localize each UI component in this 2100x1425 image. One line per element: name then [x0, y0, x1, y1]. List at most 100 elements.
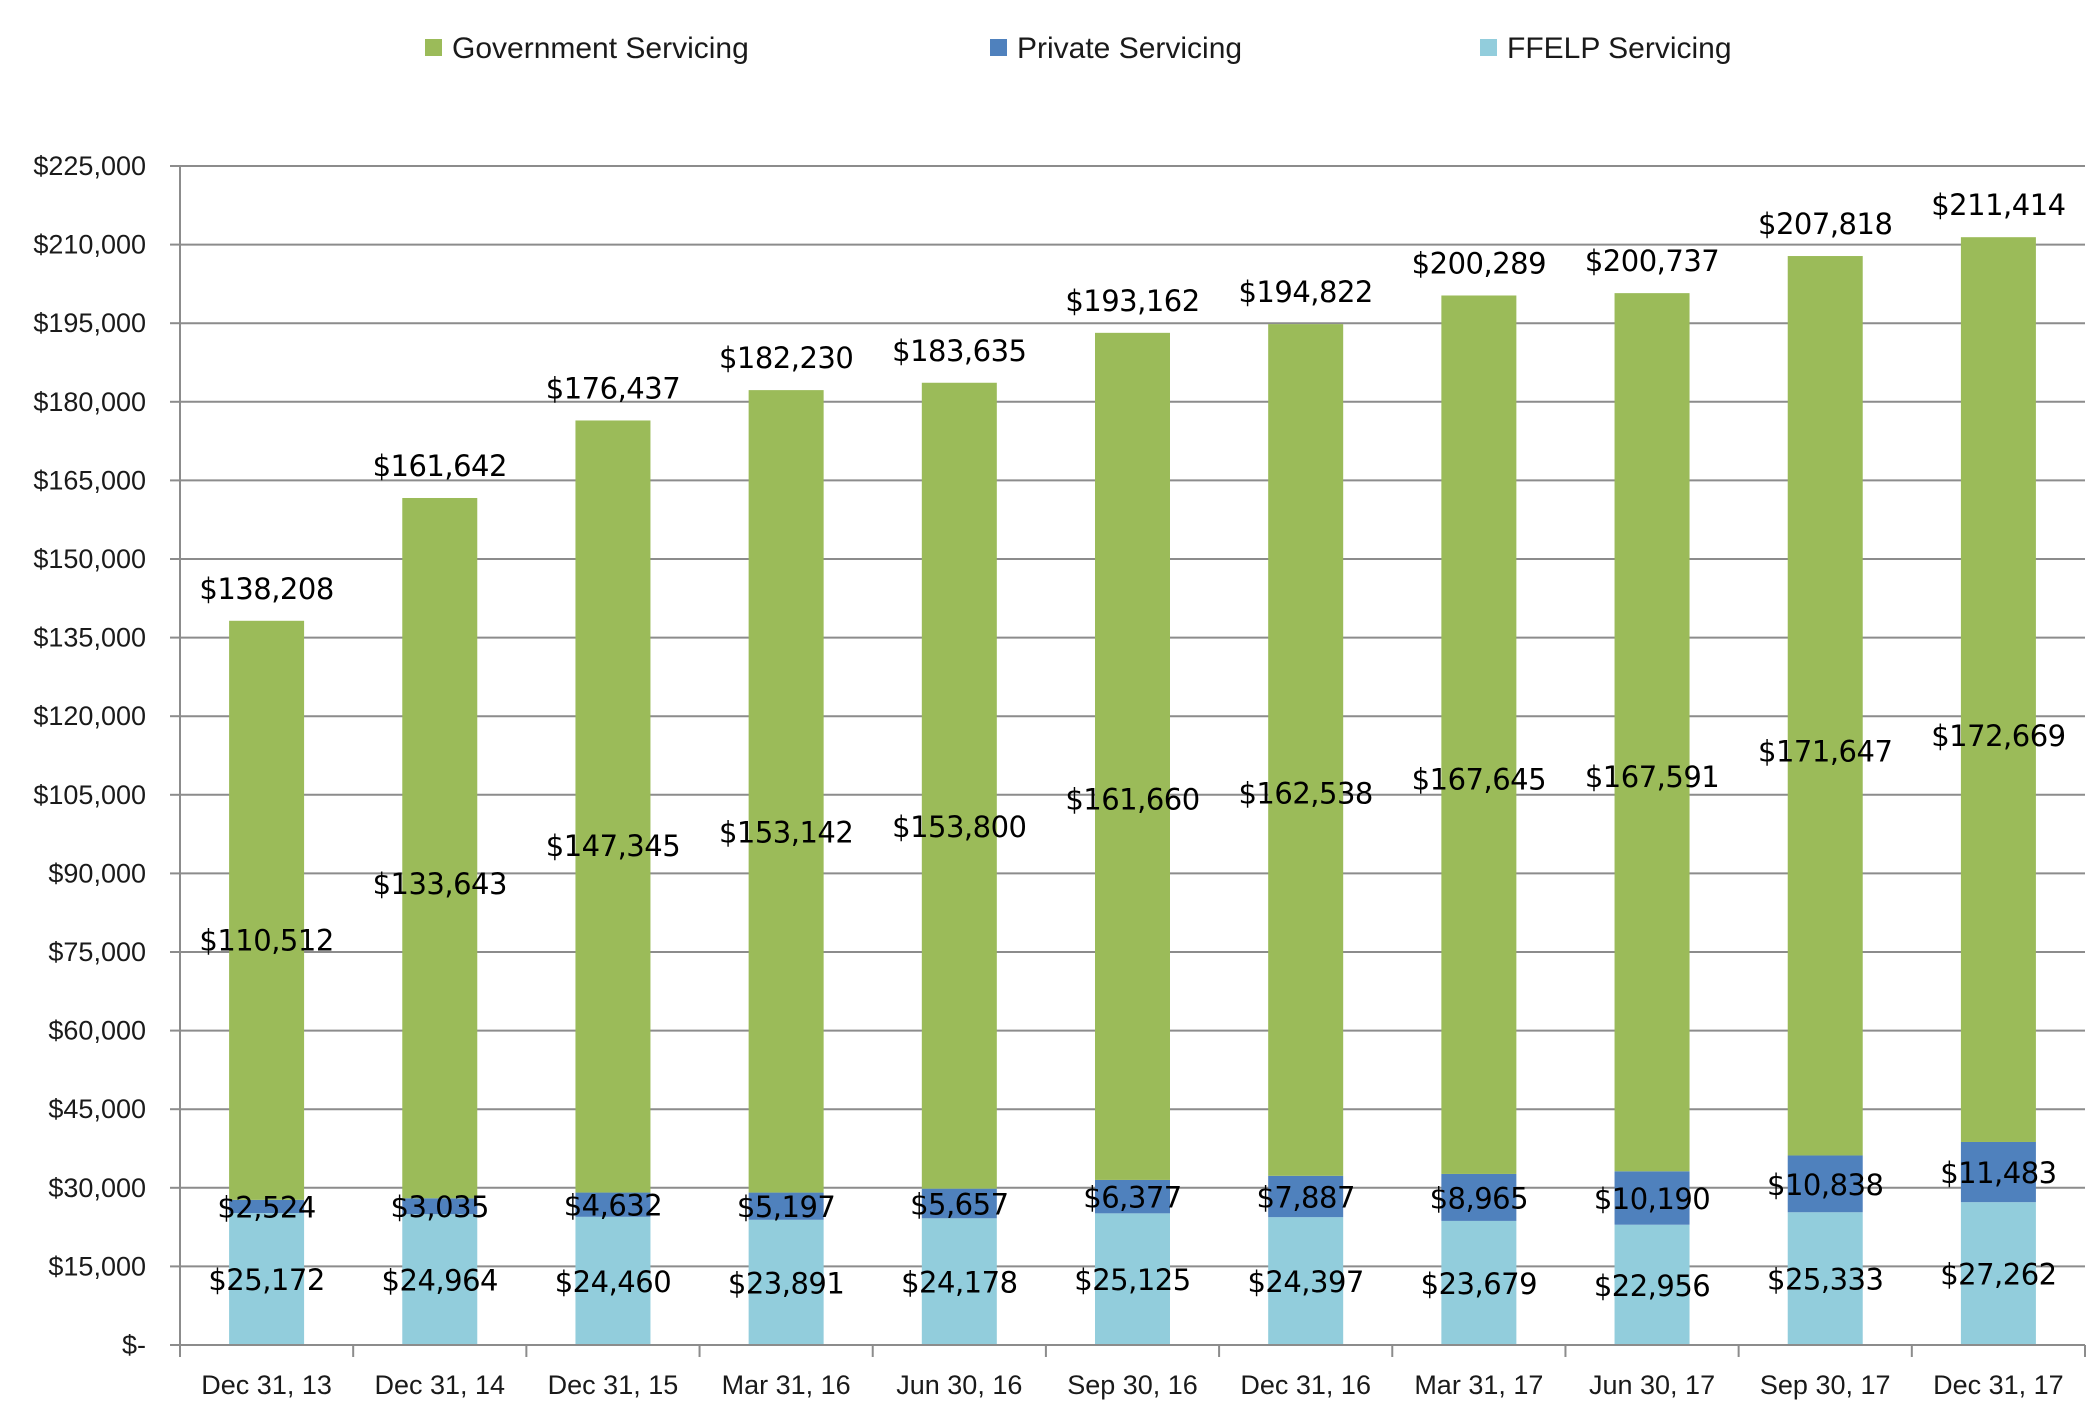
- x-tick-label: Mar 31, 17: [1414, 1370, 1543, 1400]
- private-servicing-label: $6,377: [1083, 1181, 1181, 1215]
- x-tick-label: Jun 30, 16: [896, 1370, 1022, 1400]
- ffelp-servicing-bar: [921, 1218, 997, 1345]
- ffelp-servicing-label: $23,679: [1421, 1267, 1537, 1301]
- bars: [229, 237, 2036, 1345]
- government-servicing-label: $171,647: [1758, 735, 1892, 769]
- y-tick-label: $-: [122, 1330, 146, 1360]
- ffelp-servicing-bar: [1614, 1224, 1690, 1345]
- x-axis: Dec 31, 13 Dec 31, 14 Dec 31, 15 Mar 31, 16…: [179, 166, 2086, 1400]
- total-label: $200,737: [1585, 244, 1719, 278]
- y-tick-label: $135,000: [33, 623, 146, 653]
- ffelp-servicing-label: $24,460: [555, 1265, 671, 1299]
- government-servicing-label: $147,345: [546, 829, 680, 863]
- ffelp-servicing-label: $27,262: [1940, 1258, 2056, 1292]
- ffelp-servicing-bar: [748, 1219, 824, 1345]
- legend-swatch: [425, 39, 442, 56]
- x-tick-label: Mar 31, 16: [722, 1370, 851, 1400]
- private-servicing-bar: [1095, 1179, 1170, 1214]
- ffelp-servicing-label: $24,178: [901, 1266, 1017, 1300]
- ffelp-servicing-bar: [1441, 1220, 1517, 1345]
- private-servicing-bar: [1787, 1155, 1863, 1213]
- government-servicing-bar: [402, 497, 478, 1199]
- ffelp-servicing-bar: [575, 1216, 651, 1345]
- total-label: $207,818: [1758, 207, 1892, 241]
- private-servicing-label: $5,657: [910, 1187, 1008, 1221]
- ffelp-servicing-label: $25,125: [1074, 1263, 1190, 1297]
- data-labels: $25,172 $2,524 $110,512 $138,208 $24,964 $3,0…: [199, 188, 2066, 1303]
- x-tick-label: Dec 31, 16: [1240, 1370, 1371, 1400]
- legend-label: Government Servicing: [452, 32, 749, 65]
- private-servicing-label: $10,190: [1594, 1182, 1710, 1216]
- government-servicing-bar: [1787, 256, 1863, 1156]
- private-servicing-bar: [1614, 1171, 1690, 1225]
- ffelp-servicing-label: $24,397: [1247, 1265, 1363, 1299]
- total-label: $183,635: [892, 334, 1026, 368]
- private-servicing-label: $4,632: [564, 1189, 662, 1223]
- private-servicing-bar: [1441, 1173, 1517, 1221]
- total-label: $182,230: [719, 341, 853, 375]
- x-tick-label: Sep 30, 16: [1067, 1370, 1198, 1400]
- government-servicing-label: $153,142: [719, 815, 853, 849]
- private-servicing-label: $5,197: [737, 1190, 835, 1224]
- y-tick-label: $225,000: [33, 151, 146, 181]
- ffelp-servicing-bar: [402, 1214, 478, 1345]
- y-tick-label: $120,000: [33, 701, 146, 731]
- private-servicing-bar: [229, 1199, 305, 1214]
- ffelp-servicing-bar: [1095, 1213, 1170, 1345]
- private-servicing-label: $3,035: [391, 1190, 489, 1224]
- private-servicing-label: $10,838: [1767, 1168, 1883, 1202]
- x-tick-label: Dec 31, 15: [548, 1370, 679, 1400]
- y-tick-label: $180,000: [33, 387, 146, 417]
- government-servicing-bar: [575, 420, 651, 1193]
- y-tick-label: $45,000: [48, 1094, 146, 1124]
- private-servicing-bar: [575, 1192, 651, 1217]
- government-servicing-label: $172,669: [1931, 719, 2065, 753]
- y-tick-label: $105,000: [33, 780, 146, 810]
- private-servicing-bar: [1960, 1141, 2036, 1203]
- ffelp-servicing-label: $22,956: [1594, 1269, 1710, 1303]
- ffelp-servicing-bar: [229, 1213, 305, 1345]
- government-servicing-label: $153,800: [892, 810, 1026, 844]
- y-tick-label: $150,000: [33, 544, 146, 574]
- x-tick-label: Sep 30, 17: [1760, 1370, 1891, 1400]
- legend-label: Private Servicing: [1017, 32, 1242, 65]
- total-label: $194,822: [1238, 275, 1372, 309]
- government-servicing-bar: [748, 390, 824, 1193]
- legend-label: FFELP Servicing: [1507, 32, 1732, 65]
- total-label: $211,414: [1931, 188, 2065, 222]
- y-tick-label: $195,000: [33, 308, 146, 338]
- private-servicing-bar: [402, 1198, 478, 1215]
- legend: Government Servicing Private Servicing FFE…: [425, 32, 1732, 65]
- government-servicing-label: $133,643: [373, 867, 507, 901]
- x-tick-label: Dec 31, 13: [201, 1370, 332, 1400]
- legend-swatch: [1480, 39, 1497, 56]
- government-servicing-bar: [1614, 293, 1690, 1172]
- x-tick-label: Jun 30, 17: [1589, 1370, 1715, 1400]
- private-servicing-label: $7,887: [1256, 1180, 1354, 1214]
- government-servicing-bar: [1095, 332, 1170, 1180]
- y-tick-label: $90,000: [48, 858, 146, 888]
- government-servicing-bar: [229, 620, 305, 1200]
- government-servicing-label: $161,660: [1065, 783, 1199, 817]
- private-servicing-bar: [921, 1188, 997, 1219]
- ffelp-servicing-label: $25,172: [208, 1263, 324, 1297]
- government-servicing-bar: [1960, 237, 2036, 1142]
- private-servicing-label: $2,524: [217, 1190, 315, 1224]
- x-tick-label: Dec 31, 17: [1933, 1370, 2064, 1400]
- government-servicing-bar: [1268, 324, 1344, 1176]
- ffelp-servicing-label: $23,891: [728, 1266, 844, 1300]
- x-tick-label: Dec 31, 14: [374, 1370, 505, 1400]
- y-axis-ticks: $- $15,000 $30,000 $45,000 $60,000 $75,000 $90…: [33, 151, 180, 1360]
- private-servicing-label: $8,965: [1430, 1181, 1528, 1215]
- total-label: $176,437: [546, 371, 680, 405]
- ffelp-servicing-label: $25,333: [1767, 1263, 1883, 1297]
- y-tick-label: $165,000: [33, 465, 146, 495]
- legend-swatch: [990, 39, 1007, 56]
- total-label: $161,642: [373, 449, 507, 483]
- government-servicing-bar: [1441, 295, 1517, 1174]
- y-tick-label: $30,000: [48, 1173, 146, 1203]
- y-tick-label: $60,000: [48, 1016, 146, 1046]
- private-servicing-bar: [1268, 1175, 1344, 1218]
- government-servicing-bar: [921, 382, 997, 1189]
